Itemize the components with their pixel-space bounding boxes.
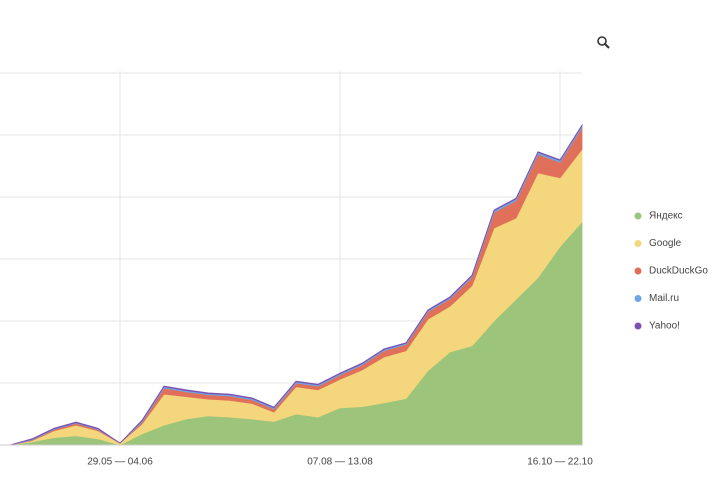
zoom-lens — [597, 36, 607, 46]
zoom-icon[interactable] — [597, 36, 610, 49]
legend-label: Mail.ru — [649, 293, 679, 304]
legend-label: Google — [649, 238, 682, 249]
x-tick-label: 16.10 — 22.10 — [527, 457, 593, 468]
legend-swatch — [634, 240, 642, 247]
legend-swatch — [634, 322, 642, 330]
legend-swatch — [634, 295, 642, 302]
legend-label: Яндекс — [649, 211, 683, 222]
legend-label: Yahoo! — [649, 321, 680, 332]
legend-label: DuckDuckGo — [649, 266, 708, 277]
legend-swatch — [634, 267, 642, 275]
x-tick-label: 29.05 — 04.06 — [87, 457, 153, 468]
legend-swatch — [634, 212, 642, 220]
x-tick-label: 07.08 — 13.08 — [307, 457, 373, 468]
area — [9, 123, 583, 446]
zoom-handle — [604, 43, 610, 49]
